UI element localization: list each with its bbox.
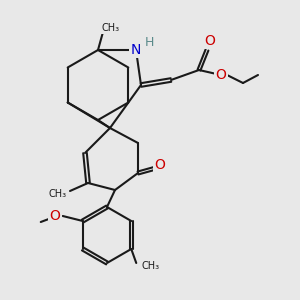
Text: O: O xyxy=(205,34,215,48)
Text: CH₃: CH₃ xyxy=(49,189,67,199)
Text: O: O xyxy=(216,68,226,82)
Text: H: H xyxy=(144,35,154,49)
Text: CH₃: CH₃ xyxy=(141,261,159,271)
Text: O: O xyxy=(154,158,165,172)
Text: N: N xyxy=(131,43,141,57)
Text: CH₃: CH₃ xyxy=(102,23,120,33)
Text: O: O xyxy=(49,209,60,223)
